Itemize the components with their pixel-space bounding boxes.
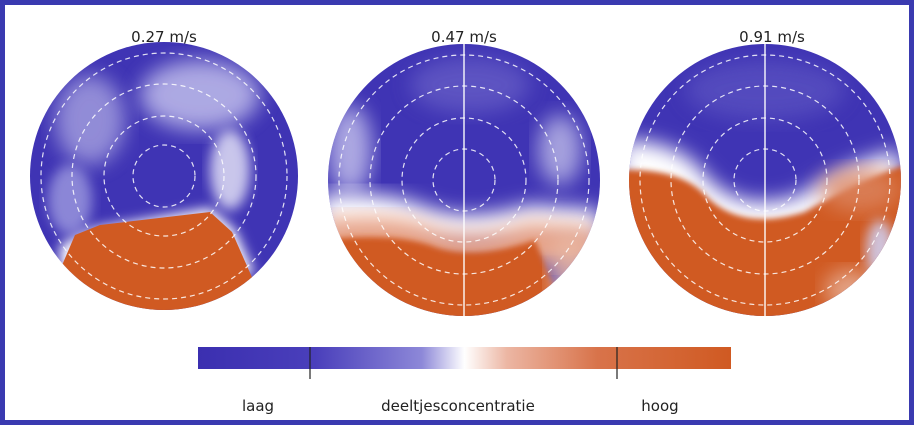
panel-1-rings [40,52,288,300]
colorbar-high-label: hoog [641,397,678,415]
panel-3-concentration-map [629,44,901,316]
panel-1: 0.27 m/s [30,28,298,310]
colorbar-center-label: deeltjesconcentratie [381,397,535,415]
panel-3: 0.91 m/s [629,28,901,316]
panel-2-speed-label: 0.47 m/s [431,28,497,46]
panel-2-concentration-map [328,44,600,316]
panel-1-speed-label: 0.27 m/s [131,28,197,46]
colorbar-gradient [198,347,731,369]
colorbar: laag deeltjesconcentratie hoog [198,347,731,415]
panel-3-speed-label: 0.91 m/s [739,28,805,46]
panel-1-concentration-map [30,42,298,310]
colorbar-low-label: laag [242,397,274,415]
panel-2: 0.47 m/s [328,28,600,316]
